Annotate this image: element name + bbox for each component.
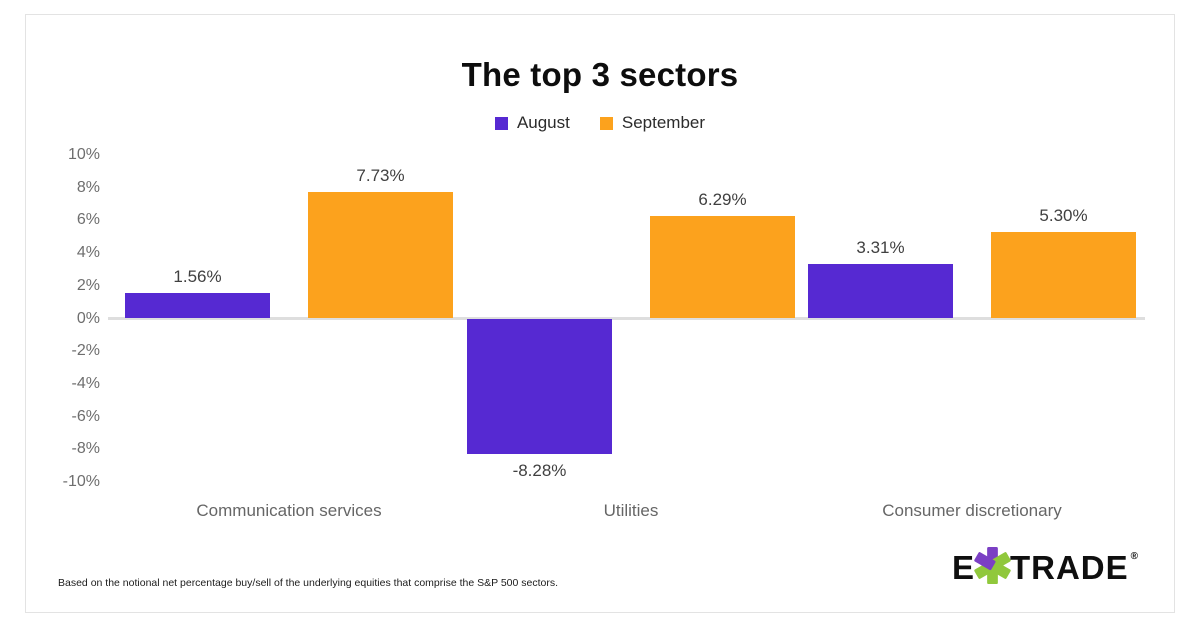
etrade-asterisk-icon [974, 546, 1011, 584]
chart-title: The top 3 sectors [461, 56, 739, 93]
bar-value-label: 6.29% [698, 189, 747, 209]
y-axis-tick: -8% [71, 440, 100, 458]
registered-mark: ® [1130, 551, 1138, 562]
y-axis-tick: -6% [71, 407, 100, 425]
legend: August September [0, 113, 1200, 133]
bar-value-label: 1.56% [173, 266, 222, 286]
legend-item-august: August [494, 113, 570, 133]
bar-value-label: 7.73% [356, 166, 405, 186]
legend-label: August [516, 113, 570, 132]
y-axis-tick: 8% [76, 178, 100, 196]
y-axis-tick: 2% [76, 276, 100, 294]
bar-august-communication-services [125, 292, 270, 319]
zero-baseline [108, 317, 1145, 320]
y-axis-tick: -10% [62, 473, 100, 490]
logo-suffix: TRADE [1009, 549, 1129, 586]
y-axis-tick: 10% [67, 146, 100, 163]
y-axis-tick: -2% [71, 342, 100, 360]
bar-august-utilities [467, 318, 612, 454]
y-axis-tick: 0% [76, 309, 100, 327]
bar-september-consumer-discretionary [991, 231, 1136, 319]
x-axis-label-communication-services: Communication services [196, 501, 382, 520]
bar-august-consumer-discretionary [808, 264, 953, 319]
y-axis-tick: 4% [76, 244, 100, 262]
bar-value-label: 5.30% [1039, 205, 1088, 225]
bar-september-communication-services [308, 192, 453, 319]
legend-swatch-icon [599, 116, 613, 130]
bar-value-label: -8.28% [512, 460, 567, 480]
bar-september-utilities [650, 215, 795, 319]
legend-swatch-icon [494, 116, 508, 130]
logo-prefix: E [951, 549, 975, 586]
y-axis-tick: -4% [71, 374, 100, 392]
bar-value-label: 3.31% [856, 238, 905, 258]
footnote: Based on the notional net percentage buy… [58, 577, 559, 589]
etrade-logo: E TRADE ® [951, 546, 1138, 587]
x-axis-label-consumer-discretionary: Consumer discretionary [882, 501, 1062, 520]
y-axis-tick: 6% [76, 211, 100, 229]
x-axis-label-utilities: Utilities [603, 501, 659, 520]
legend-label: September [621, 113, 706, 132]
legend-item-september: September [599, 113, 706, 133]
